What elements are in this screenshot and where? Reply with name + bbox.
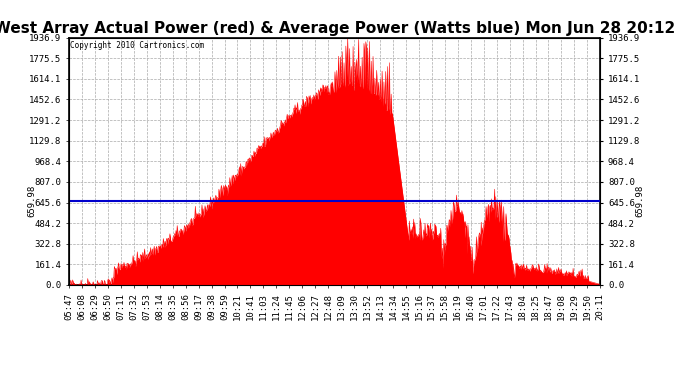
Title: West Array Actual Power (red) & Average Power (Watts blue) Mon Jun 28 20:12: West Array Actual Power (red) & Average … xyxy=(0,21,676,36)
Text: Copyright 2010 Cartronics.com: Copyright 2010 Cartronics.com xyxy=(70,41,204,50)
Text: 659.98: 659.98 xyxy=(635,184,644,217)
Text: 659.98: 659.98 xyxy=(28,184,37,217)
